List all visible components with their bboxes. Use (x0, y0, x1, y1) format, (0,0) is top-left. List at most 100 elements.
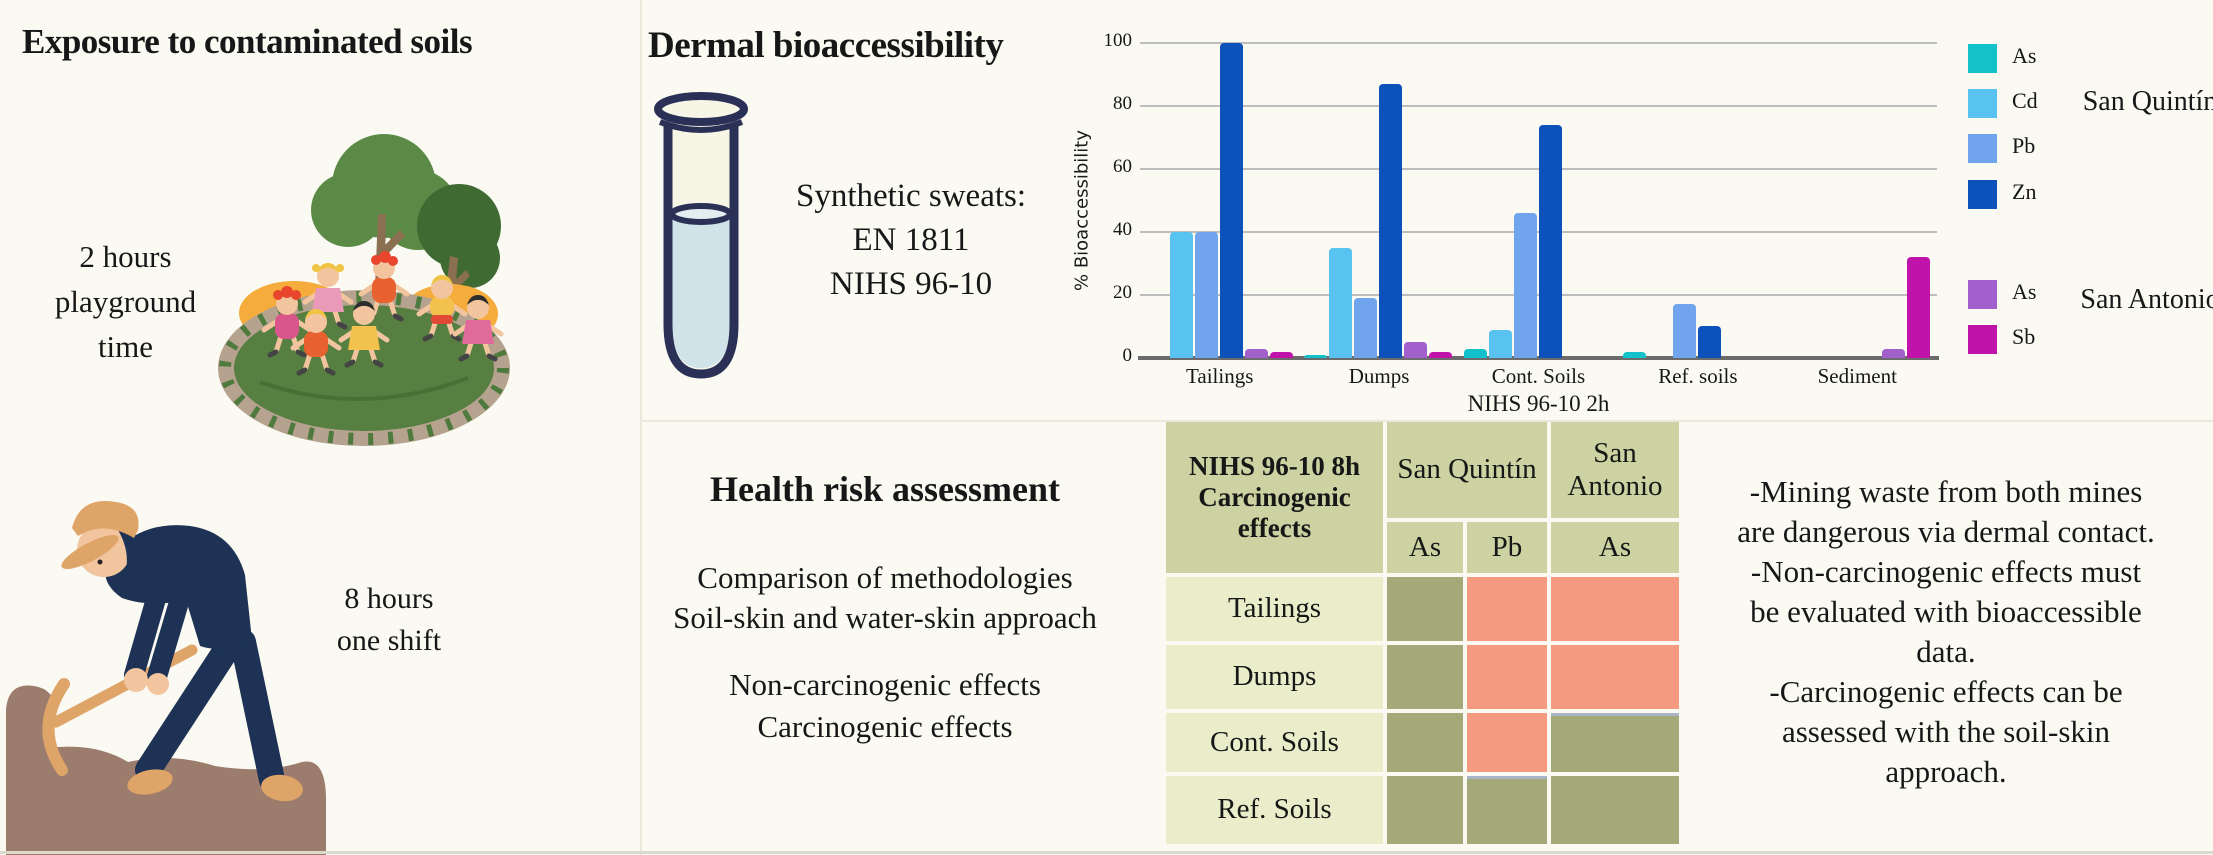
x-axis-title: NIHS 96-10 2h (1467, 391, 1610, 416)
legend-label: As (2012, 279, 2037, 304)
y-tick-label: 80 (1113, 93, 1132, 114)
chart-bar (1195, 232, 1218, 358)
health-methodologies-text: Comparison of methodologies Soil-skin an… (640, 558, 1130, 638)
legend-swatch (1968, 134, 1997, 163)
child-icon (261, 286, 313, 358)
table-cell (1467, 577, 1547, 641)
conclusion-line: approach. (1885, 754, 2007, 789)
x-category-label: Sediment (1817, 364, 1897, 388)
legend-label: Pb (2012, 133, 2036, 158)
dermal-title: Dermal bioaccessibility (648, 25, 1004, 66)
bottom-border (0, 851, 2213, 854)
chart-bar (1882, 349, 1905, 358)
sweat-line: Synthetic sweats: (795, 178, 1027, 214)
table-cell (1467, 645, 1547, 709)
conclusion-line: -Non-carcinogenic effects must (1750, 554, 2142, 589)
table-cell (1387, 713, 1463, 772)
exposure-title: Exposure to contaminated soils (22, 22, 473, 61)
sweat-line: NIHS 96-10 (829, 266, 993, 302)
legend-swatch (1968, 280, 1997, 309)
chart-bar (1907, 257, 1930, 358)
playground-illustration (218, 134, 510, 446)
worker-icon (61, 501, 303, 802)
table-cell (1387, 577, 1463, 641)
x-axis-line (1138, 356, 1939, 360)
gridline (1140, 168, 1937, 170)
chart-bar (1270, 352, 1293, 358)
test-tube-icon (654, 92, 748, 379)
table-subheader-as-sa: As (1551, 522, 1679, 573)
conclusion-line: data. (1916, 634, 1976, 669)
table-cell (1551, 645, 1679, 709)
chart-bar (1170, 232, 1193, 358)
chart-bar (1304, 355, 1327, 358)
health-line: Non-carcinogenic effects (729, 667, 1041, 702)
legend-label: Sb (2012, 324, 2036, 349)
table-subheader-as: As (1387, 522, 1463, 573)
table-cell (1551, 713, 1679, 772)
caption-line: 2 hours (79, 239, 172, 274)
conclusion-line: -Carcinogenic effects can be (1769, 674, 2123, 709)
caption-line: playground (54, 284, 197, 319)
health-effects-text: Non-carcinogenic effects Carcinogenic ef… (640, 664, 1130, 748)
pickaxe-head-icon (42, 678, 70, 776)
legend-label: As (2012, 43, 2037, 68)
chart-bar (1404, 342, 1427, 358)
chart-bar (1329, 248, 1352, 358)
y-tick-label: 0 (1122, 345, 1133, 366)
chart-bar (1354, 298, 1377, 358)
health-line: Carcinogenic effects (757, 709, 1013, 744)
child-icon (452, 295, 504, 362)
table-subheader-pb: Pb (1467, 522, 1547, 573)
health-line: Soil-skin and water-skin approach (673, 600, 1097, 635)
child-icon (416, 275, 468, 342)
conclusion-line: -Mining waste from both mines (1749, 474, 2143, 509)
chart-bar (1698, 326, 1721, 358)
chart-bar (1220, 43, 1243, 358)
chart-bar (1464, 349, 1487, 358)
table-cell (1467, 713, 1547, 772)
conclusions-text: -Mining waste from both mines are danger… (1684, 472, 2208, 792)
legend-label: Zn (2012, 179, 2037, 204)
y-tick-label: 40 (1113, 219, 1132, 240)
gridline (1140, 105, 1937, 107)
legend-swatch (1968, 89, 1997, 118)
sweat-line: EN 1811 (852, 222, 970, 258)
caption-line: time (97, 329, 154, 364)
miner-illustration (6, 501, 326, 855)
table-header-cell: NIHS 96-10 8h Carcinogenic effects (1166, 422, 1383, 573)
synthetic-sweats-text: Synthetic sweats: EN 1811 NIHS 96-10 (756, 174, 1066, 306)
horizontal-divider (641, 420, 2213, 422)
table-cell (1551, 577, 1679, 641)
table-colgroup-san-quintin: San Quintín (1387, 422, 1547, 518)
child-icon (290, 309, 342, 376)
table-cell (1467, 776, 1547, 844)
legend-group-label: San Quintín (2082, 86, 2213, 117)
chart-bar (1623, 352, 1646, 358)
table-cell (1551, 776, 1679, 844)
soil-icon (6, 685, 326, 855)
caption-line: 8 hours (344, 582, 434, 615)
chart-bar (1673, 304, 1696, 358)
legend-swatch (1968, 44, 1997, 73)
legend-label: Cd (2012, 88, 2038, 113)
chart-bar (1539, 125, 1562, 358)
table-row-label: Ref. Soils (1166, 776, 1383, 844)
y-tick-label: 20 (1113, 282, 1132, 303)
chart-bar (1489, 330, 1512, 358)
legend-swatch (1968, 325, 1997, 354)
conclusion-line: are dangerous via dermal contact. (1737, 514, 2155, 549)
caption-line: one shift (336, 624, 442, 657)
bioaccessibility-chart: % Bioaccessibility 0 20 40 60 80 100 Tailings D… (1060, 0, 2213, 422)
y-tick-label: 60 (1113, 156, 1132, 177)
health-line: Comparison of methodologies (697, 560, 1073, 595)
chart-bar (1514, 213, 1537, 358)
table-cell (1387, 645, 1463, 709)
legend-group-label: San Antonio (2080, 284, 2213, 315)
risk-table: NIHS 96-10 8h Carcinogenic effects San Q… (1166, 422, 1679, 844)
y-tick-label: 100 (1103, 30, 1133, 51)
x-category-label: Cont. Soils (1491, 364, 1586, 388)
vertical-divider (640, 0, 642, 855)
gridline (1140, 42, 1937, 44)
